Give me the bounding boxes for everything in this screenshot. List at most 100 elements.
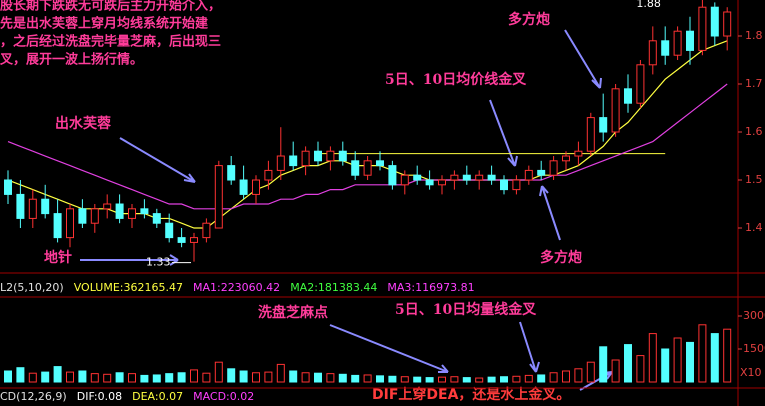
candle-body — [636, 64, 645, 104]
info-label: MA1:223060.42 — [193, 281, 280, 294]
candle-body — [264, 169, 273, 181]
volume-bar — [648, 333, 657, 383]
candle — [400, 170, 409, 195]
volume-bar — [475, 377, 484, 383]
candle — [239, 165, 248, 200]
volume-bar — [338, 373, 347, 383]
candle-body — [239, 179, 248, 195]
candle-body — [78, 208, 87, 224]
candle-body — [673, 30, 682, 56]
candle — [78, 199, 87, 229]
candle — [586, 112, 595, 157]
candle-body — [16, 193, 25, 219]
candle — [16, 180, 25, 229]
candle — [549, 156, 558, 181]
candle-body — [438, 179, 446, 186]
annotation: 5日、10日均量线金叉 — [395, 301, 537, 318]
annotation: DIF上穿DEA，还是水上金叉。 — [372, 386, 570, 403]
candle-body — [487, 174, 496, 181]
candle — [338, 141, 347, 166]
high-label: 1.88 — [636, 0, 661, 10]
candle-body — [611, 88, 620, 133]
volume-bar — [140, 374, 149, 383]
candle-body — [562, 155, 570, 162]
candle — [562, 151, 570, 171]
macd-label: DIF:0.08 — [77, 390, 122, 403]
annotation: 洗盘芝麻点 — [258, 304, 328, 321]
candle-body — [115, 203, 124, 219]
candle — [624, 74, 632, 113]
candle — [438, 175, 446, 195]
candle-body — [388, 165, 397, 186]
arrows — [80, 29, 613, 391]
candle — [152, 208, 161, 229]
candle-body — [524, 169, 533, 181]
candle — [524, 165, 533, 185]
arrow — [564, 29, 602, 89]
candle — [710, 2, 719, 46]
candle — [276, 127, 285, 181]
candle-body — [574, 150, 583, 157]
volume-bar — [28, 372, 37, 383]
y-tick-label: 1.6 — [745, 125, 763, 138]
candle-body — [289, 155, 298, 167]
volume-bar — [549, 372, 558, 383]
volume-bar — [462, 377, 471, 383]
annotation: 地针 — [44, 249, 72, 266]
volume-bar — [425, 377, 434, 383]
volume-bar — [611, 359, 620, 383]
volume-bar — [487, 376, 496, 383]
volume-bar — [202, 372, 211, 383]
candle-body — [723, 11, 732, 37]
candle-body — [165, 222, 174, 239]
candle — [165, 213, 174, 243]
candle-body — [53, 213, 62, 239]
candle-body — [400, 174, 409, 186]
volume-bar — [376, 375, 384, 383]
note: 股长期下跌跌无可跌后主力开始介入， — [0, 0, 221, 14]
candle — [252, 175, 260, 205]
candle — [351, 151, 360, 181]
candle-body — [363, 160, 372, 176]
candle — [413, 165, 422, 185]
candle — [4, 170, 12, 205]
volume-bar — [314, 372, 322, 383]
candle — [611, 84, 620, 137]
candle-body — [648, 40, 657, 66]
candle-body — [599, 117, 608, 133]
candle — [115, 194, 124, 224]
candle — [636, 60, 645, 109]
candle — [128, 204, 136, 229]
candle — [388, 160, 397, 190]
candle — [450, 170, 459, 190]
candle-body — [549, 160, 558, 176]
volume-bar — [264, 371, 273, 383]
volume-bar — [537, 374, 546, 383]
candle — [500, 175, 508, 195]
volume-bar — [41, 371, 50, 383]
candle — [425, 170, 434, 190]
candle — [686, 16, 694, 65]
volume-bar — [636, 355, 645, 383]
candle-body — [314, 150, 322, 162]
info-label: MA3:116973.81 — [387, 281, 474, 294]
candle-body — [462, 174, 471, 181]
arrow — [119, 137, 196, 183]
candle — [363, 156, 372, 181]
candle-body — [190, 237, 198, 243]
volume-bar — [16, 367, 25, 383]
candle-body — [28, 198, 37, 219]
volume-bar — [661, 348, 670, 383]
volume-bar — [90, 373, 99, 383]
volume-bar — [152, 374, 161, 383]
y-tick-label: 1.7 — [745, 77, 763, 90]
candle-body — [624, 88, 632, 104]
candle-body — [686, 30, 694, 51]
candle — [53, 199, 62, 243]
volume-bar — [388, 375, 397, 383]
annotation: 多方炮 — [540, 249, 582, 266]
note: 先是出水芙蓉上穿月均线系统开始建 — [0, 16, 208, 32]
candle — [673, 26, 682, 61]
ma-line — [7, 83, 728, 210]
volume-bar — [289, 370, 298, 383]
